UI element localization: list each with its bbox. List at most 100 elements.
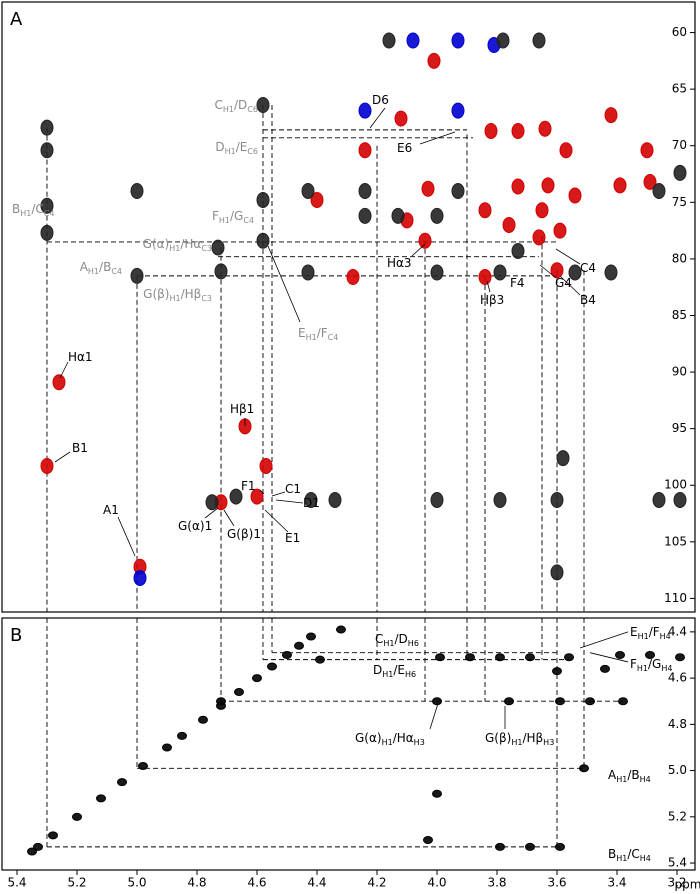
annotation-text: Hβ1 <box>230 402 254 416</box>
x-tick-label: 5.2 <box>67 876 86 890</box>
annotation-text: F <box>212 209 219 223</box>
leader-line <box>589 652 629 663</box>
annotation: AH1/BC4 <box>80 260 122 276</box>
annotation-text: F <box>630 657 637 671</box>
annotation: Hα3 <box>387 256 412 270</box>
annotation-text: G4 <box>555 276 572 290</box>
y-tick-label: 70 <box>672 138 687 152</box>
peak <box>532 229 546 246</box>
annotation: BH1/CC4 <box>12 202 54 218</box>
leader-line <box>59 361 69 379</box>
peak <box>205 494 219 511</box>
annotation-text: /F <box>317 326 328 340</box>
peak <box>423 835 433 844</box>
peak <box>525 842 535 851</box>
annotation-subscript: H3 <box>414 738 425 747</box>
peak <box>216 701 226 710</box>
peak <box>451 32 465 49</box>
peak <box>358 207 372 224</box>
peak <box>52 374 66 391</box>
peak <box>496 32 510 49</box>
annotation-text: /C <box>31 202 43 216</box>
peak <box>336 625 346 634</box>
y-tick-label: 65 <box>672 82 687 96</box>
annotation-subscript: H4 <box>660 631 671 640</box>
peak <box>564 653 574 662</box>
y-tick-label: 60 <box>672 25 687 39</box>
peak <box>138 761 148 770</box>
annotation-text: E <box>630 624 638 638</box>
leader-line <box>555 248 581 265</box>
peak <box>282 650 292 659</box>
annotation-text: G(β) <box>143 287 169 301</box>
peak <box>645 650 655 659</box>
annotation-subscript: C4 <box>44 209 55 218</box>
peak <box>430 207 444 224</box>
peak <box>511 123 525 140</box>
x-tick-label: 3.6 <box>547 876 566 890</box>
leader-line <box>411 243 426 257</box>
peak <box>418 232 432 249</box>
annotation-text: B <box>12 202 20 216</box>
annotation-text: /Hα <box>180 237 201 251</box>
peak <box>525 653 535 662</box>
annotation-subscript: H6 <box>408 638 419 647</box>
peak <box>618 697 628 706</box>
peak <box>40 119 54 136</box>
peak <box>579 764 589 773</box>
peak <box>550 262 564 279</box>
annotation-subscript: H1 <box>637 664 648 673</box>
peak <box>96 794 106 803</box>
peak <box>432 789 442 798</box>
annotation-text: /B <box>99 260 111 274</box>
annotation-text: Hα1 <box>68 350 93 364</box>
annotation: E6 <box>397 141 412 155</box>
annotation: EH1/FH4 <box>630 624 671 640</box>
annotation-text: E <box>298 326 306 340</box>
annotation-text: /G <box>230 209 243 223</box>
leader-line <box>275 499 304 504</box>
x-tick-label: 4.6 <box>247 876 266 890</box>
annotation: AH1/BH4 <box>608 768 651 784</box>
y-tick-label: 90 <box>672 365 687 379</box>
annotation-subscript: H1 <box>511 738 522 747</box>
annotation-text: D6 <box>372 93 389 107</box>
x-tick-label: 3.8 <box>487 876 506 890</box>
annotation: B4 <box>580 293 596 307</box>
peak <box>40 142 54 159</box>
annotation: DH1/EH6 <box>373 663 416 679</box>
x-tick-label: 4.4 <box>307 876 326 890</box>
peak <box>465 653 475 662</box>
annotation-text: B1 <box>72 441 88 455</box>
peak <box>328 491 342 508</box>
peak <box>229 488 243 505</box>
annotation-text: E6 <box>397 141 412 155</box>
annotation-text: G(α)1 <box>178 519 212 533</box>
annotation-text: C <box>215 98 223 112</box>
peak <box>304 491 318 508</box>
annotation-subscript: H1 <box>638 631 649 640</box>
peak <box>48 831 58 840</box>
annotation: G(β)H1/HβH3 <box>485 731 554 747</box>
annotation-text: G(α) <box>143 237 170 251</box>
annotation-subscript: H3 <box>543 738 554 747</box>
peak <box>259 458 273 475</box>
annotation: CH1/DC6 <box>215 98 258 114</box>
annotation-text: /F <box>649 624 660 638</box>
peak <box>234 687 244 696</box>
peak <box>294 641 304 650</box>
peak <box>553 222 567 239</box>
peak <box>585 697 595 706</box>
peak <box>198 715 208 724</box>
annotation-text: /Hβ <box>522 731 543 745</box>
annotation: BH1/CH4 <box>608 846 651 862</box>
leader-line <box>54 451 71 463</box>
leader-line <box>539 264 557 279</box>
y-tick-label: 105 <box>664 534 687 548</box>
annotation: G(α)1 <box>178 519 212 533</box>
annotation-text: /D <box>395 631 408 645</box>
peak <box>391 207 405 224</box>
annotation-text: C1 <box>285 482 301 496</box>
x-tick-label: 3.2 <box>667 876 686 890</box>
annotation-text: B <box>608 846 616 860</box>
